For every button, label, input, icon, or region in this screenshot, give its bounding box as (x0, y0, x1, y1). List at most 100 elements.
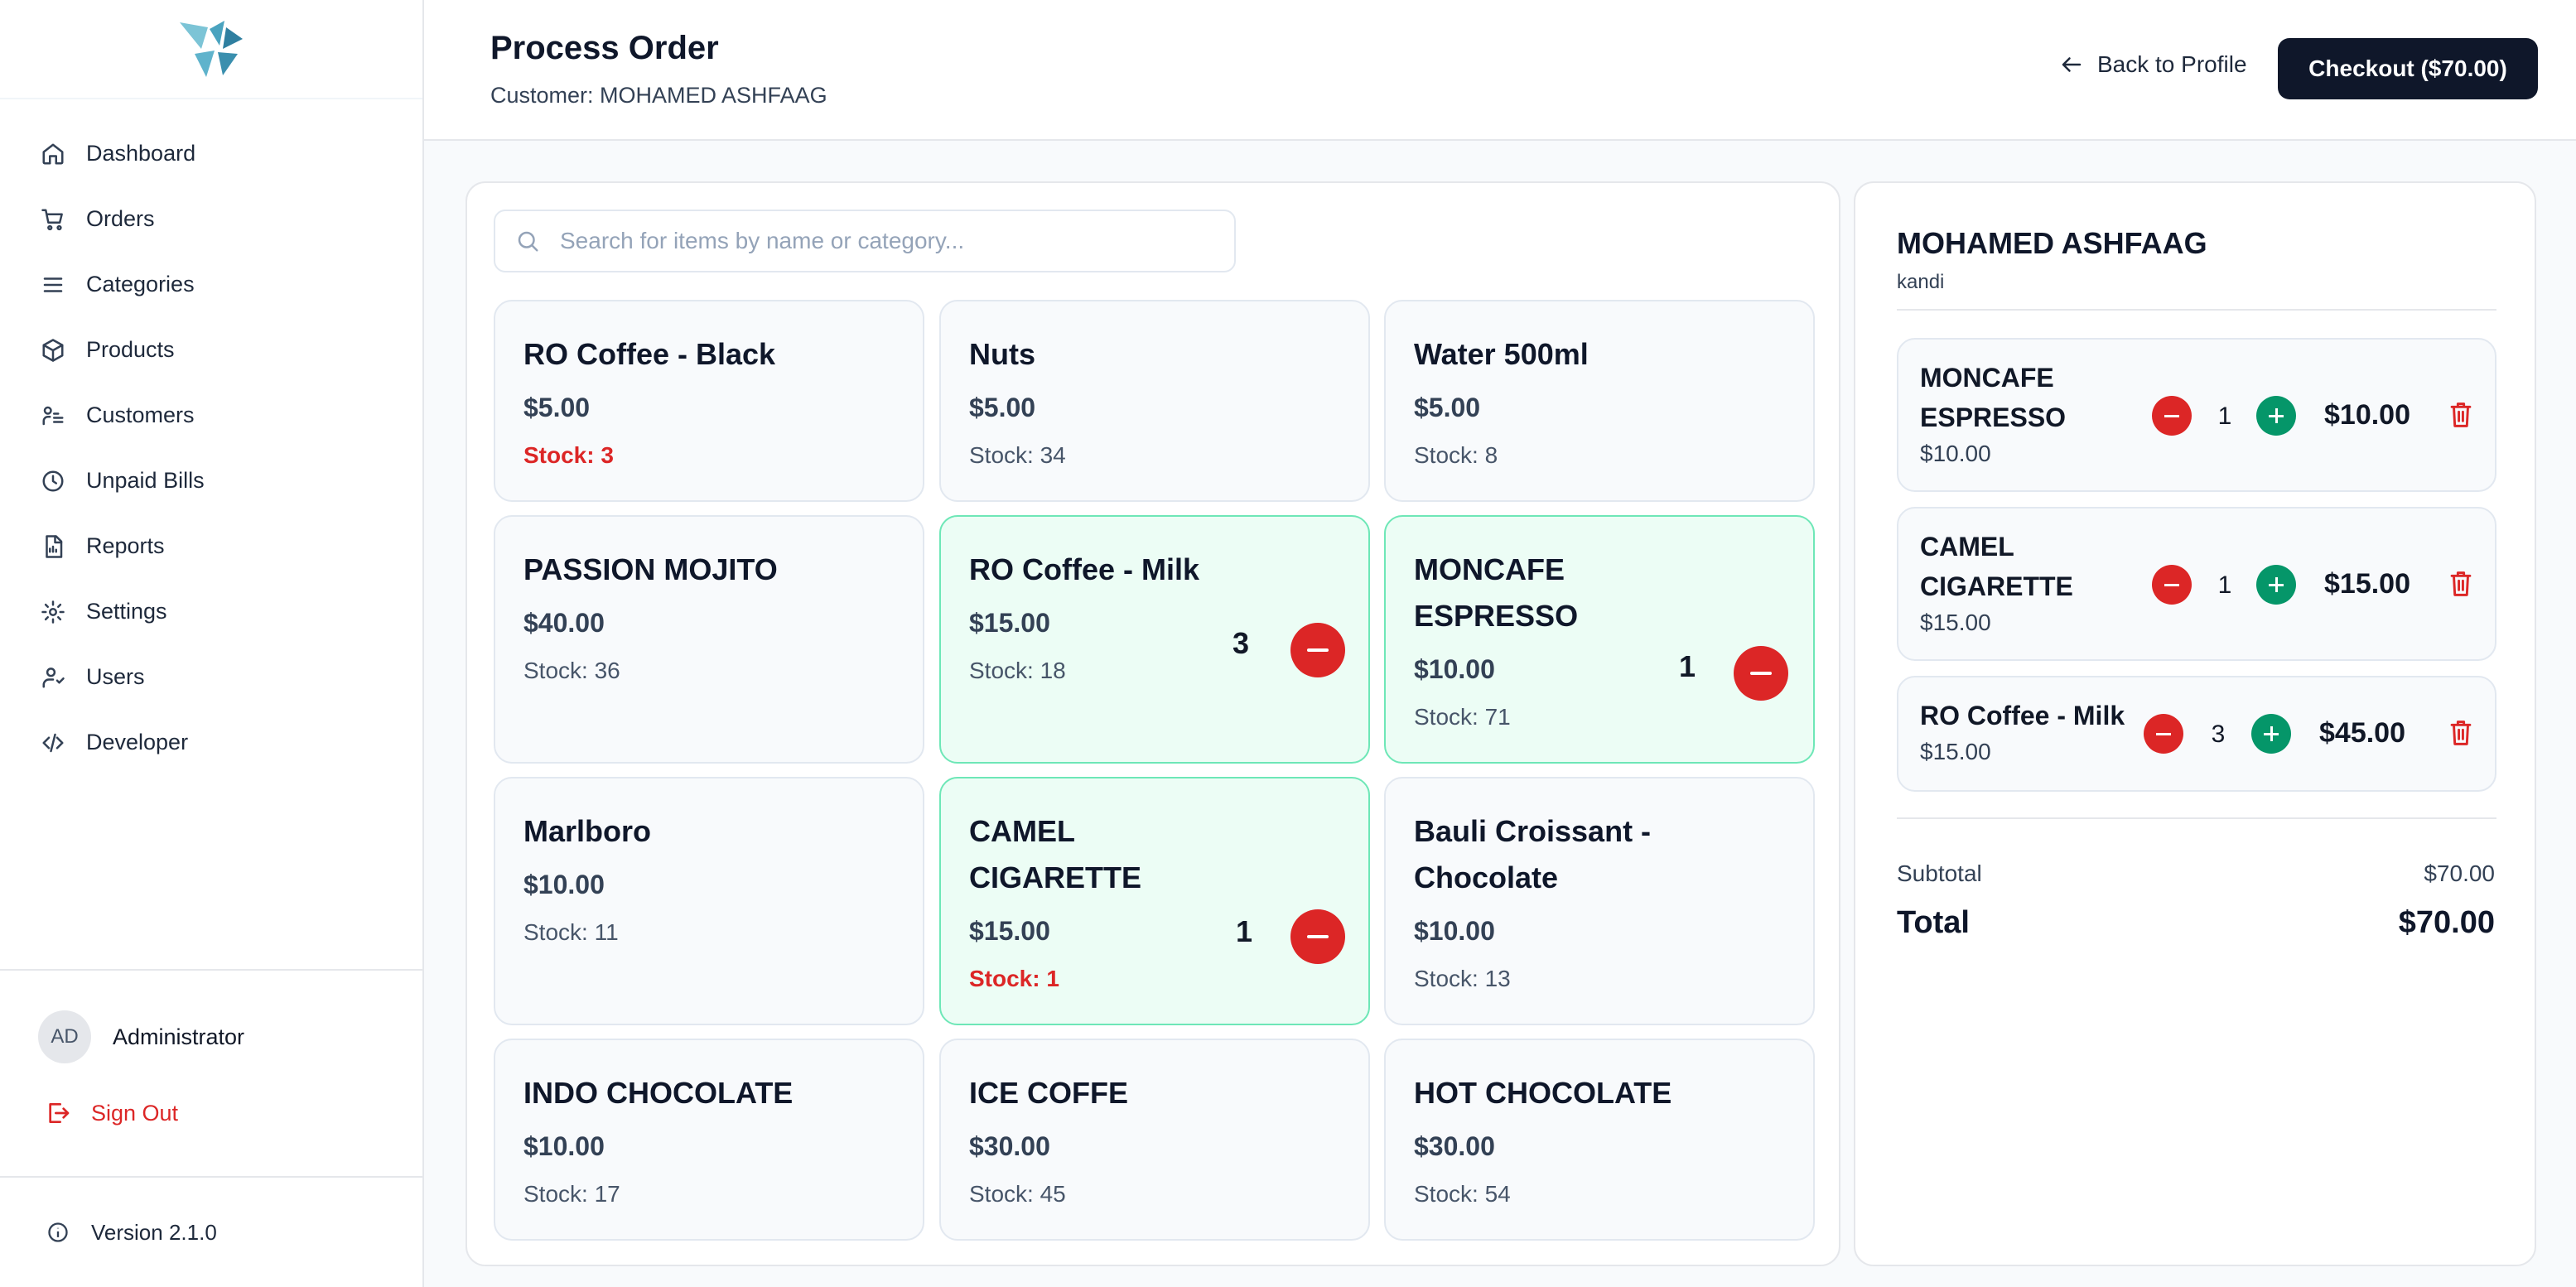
sidebar-item-products[interactable]: Products (0, 317, 422, 383)
order-panel: MOHAMED ASHFAAG kandi MONCAFE ESPRESSO $… (1854, 181, 2536, 1266)
product-card[interactable]: HOT CHOCOLATE $30.00 Stock: 54 (1384, 1039, 1815, 1241)
sidebar-nav: Dashboard Orders Categories Products Cus… (0, 99, 422, 775)
product-cart-qty: 3 (1233, 626, 1250, 660)
sidebar-item-customers[interactable]: Customers (0, 383, 422, 448)
sidebar-item-dashboard[interactable]: Dashboard (0, 121, 422, 186)
product-stock: Stock: 3 (523, 442, 614, 468)
customer-subtitle: Customer: MOHAMED ASHFAAG (490, 83, 827, 108)
increase-qty-button[interactable] (2256, 396, 2296, 436)
product-card[interactable]: PASSION MOJITO $40.00 Stock: 36 (494, 515, 924, 764)
product-stock: Stock: 36 (523, 658, 620, 683)
product-name: MONCAFE ESPRESSO (1414, 552, 1579, 633)
minus-icon (2156, 732, 2171, 735)
product-card-selected[interactable]: CAMEL CIGARETTE $15.00 Stock: 1 1 (939, 777, 1370, 1025)
order-customer-name: MOHAMED ASHFAAG (1897, 226, 2207, 260)
sidebar-item-label: Products (86, 337, 175, 362)
sidebar-item-users[interactable]: Users (0, 644, 422, 710)
product-price: $10.00 (523, 870, 605, 899)
product-stock: Stock: 54 (1414, 1181, 1511, 1207)
order-line: CAMEL CIGARETTE $15.00 1 $15.00 (1897, 507, 2496, 661)
version-info: Version 2.1.0 (0, 1176, 422, 1287)
search-input[interactable] (560, 228, 1223, 254)
product-card[interactable]: Bauli Croissant - Chocolate $10.00 Stock… (1384, 777, 1815, 1025)
sign-out-button[interactable]: Sign Out (38, 1100, 384, 1126)
sidebar-item-unpaid-bills[interactable]: Unpaid Bills (0, 448, 422, 513)
minus-icon (1307, 648, 1329, 652)
product-name: Marlboro (523, 814, 652, 848)
customers-icon (40, 402, 66, 429)
order-line-name: RO Coffee - Milk (1920, 701, 2125, 730)
increase-qty-button[interactable] (2256, 565, 2296, 605)
back-to-profile-button[interactable]: Back to Profile (2059, 51, 2247, 78)
subtotal-value: $70.00 (2424, 860, 2495, 886)
remove-one-button[interactable] (1290, 623, 1345, 677)
page-header: Process Order Customer: MOHAMED ASHFAAG … (424, 0, 2576, 141)
search-box[interactable] (494, 210, 1236, 272)
product-price: $10.00 (523, 1131, 605, 1161)
product-card[interactable]: Nuts $5.00 Stock: 34 (939, 300, 1370, 502)
order-line-total: $45.00 (2319, 717, 2405, 749)
back-label: Back to Profile (2097, 51, 2247, 77)
product-price: $5.00 (969, 393, 1036, 422)
product-stock: Stock: 18 (969, 658, 1066, 683)
decrease-qty-button[interactable] (2152, 396, 2192, 436)
order-line: RO Coffee - Milk $15.00 3 $45.00 (1897, 676, 2496, 792)
product-card[interactable]: Water 500ml $5.00 Stock: 8 (1384, 300, 1815, 502)
sidebar-item-label: Reports (86, 533, 165, 558)
trash-icon[interactable] (2448, 570, 2473, 598)
sidebar-item-reports[interactable]: Reports (0, 513, 422, 579)
product-stock: Stock: 1 (969, 966, 1059, 991)
sidebar-item-label: Settings (86, 599, 167, 624)
remove-one-button[interactable] (1290, 909, 1345, 964)
product-price: $30.00 (969, 1131, 1050, 1161)
product-name: PASSION MOJITO (523, 552, 778, 586)
trash-icon[interactable] (2448, 719, 2473, 747)
users-icon (40, 664, 66, 691)
sidebar-item-label: Unpaid Bills (86, 468, 205, 493)
user-row[interactable]: AD Administrator (38, 1010, 384, 1063)
sidebar-item-label: Dashboard (86, 141, 196, 166)
order-line-total: $15.00 (2324, 568, 2410, 600)
checkout-button[interactable]: Checkout ($70.00) (2278, 38, 2538, 99)
version-label: Version 2.1.0 (91, 1219, 217, 1245)
sidebar-item-label: Customers (86, 402, 195, 427)
page-title: Process Order (490, 30, 719, 66)
product-stock: Stock: 45 (969, 1181, 1066, 1207)
product-stock: Stock: 13 (1414, 966, 1511, 991)
remove-one-button[interactable] (1734, 646, 1788, 701)
order-line: MONCAFE ESPRESSO $10.00 1 $10.00 (1897, 338, 2496, 492)
order-customer-note: kandi (1897, 271, 1945, 293)
product-card[interactable]: RO Coffee - Black $5.00 Stock: 3 (494, 300, 924, 502)
order-line-qty: 3 (2211, 721, 2226, 748)
order-line-unit-price: $15.00 (1920, 739, 1991, 764)
order-line-total: $10.00 (2324, 399, 2410, 431)
search-icon (518, 231, 538, 252)
sidebar-item-categories[interactable]: Categories (0, 252, 422, 317)
product-card[interactable]: INDO CHOCOLATE $10.00 Stock: 17 (494, 1039, 924, 1241)
sidebar-item-label: Users (86, 664, 145, 689)
app-logo[interactable] (176, 19, 246, 79)
trash-icon[interactable] (2448, 401, 2473, 429)
decrease-qty-button[interactable] (2144, 714, 2183, 754)
increase-qty-button[interactable] (2251, 714, 2291, 754)
sidebar-item-orders[interactable]: Orders (0, 186, 422, 252)
order-line-name: CAMEL CIGARETTE (1920, 532, 2073, 601)
product-cart-qty: 1 (1679, 649, 1696, 683)
cart-icon (40, 206, 66, 233)
avatar: AD (38, 1010, 91, 1063)
product-name: Bauli Croissant - Chocolate (1414, 814, 1652, 894)
decrease-qty-button[interactable] (2152, 565, 2192, 605)
product-card-selected[interactable]: RO Coffee - Milk $15.00 Stock: 18 3 (939, 515, 1370, 764)
product-card[interactable]: Marlboro $10.00 Stock: 11 (494, 777, 924, 1025)
product-card-selected[interactable]: MONCAFE ESPRESSO $10.00 Stock: 71 1 (1384, 515, 1815, 764)
product-card[interactable]: ICE COFFE $30.00 Stock: 45 (939, 1039, 1370, 1241)
list-icon (40, 272, 66, 298)
home-icon (40, 141, 66, 167)
sidebar-item-developer[interactable]: Developer (0, 710, 422, 775)
minus-icon (1307, 935, 1329, 938)
order-line-unit-price: $15.00 (1920, 610, 1991, 635)
sidebar-item-settings[interactable]: Settings (0, 579, 422, 644)
product-price: $15.00 (969, 608, 1050, 638)
user-name: Administrator (113, 1024, 245, 1049)
box-icon (40, 337, 66, 364)
